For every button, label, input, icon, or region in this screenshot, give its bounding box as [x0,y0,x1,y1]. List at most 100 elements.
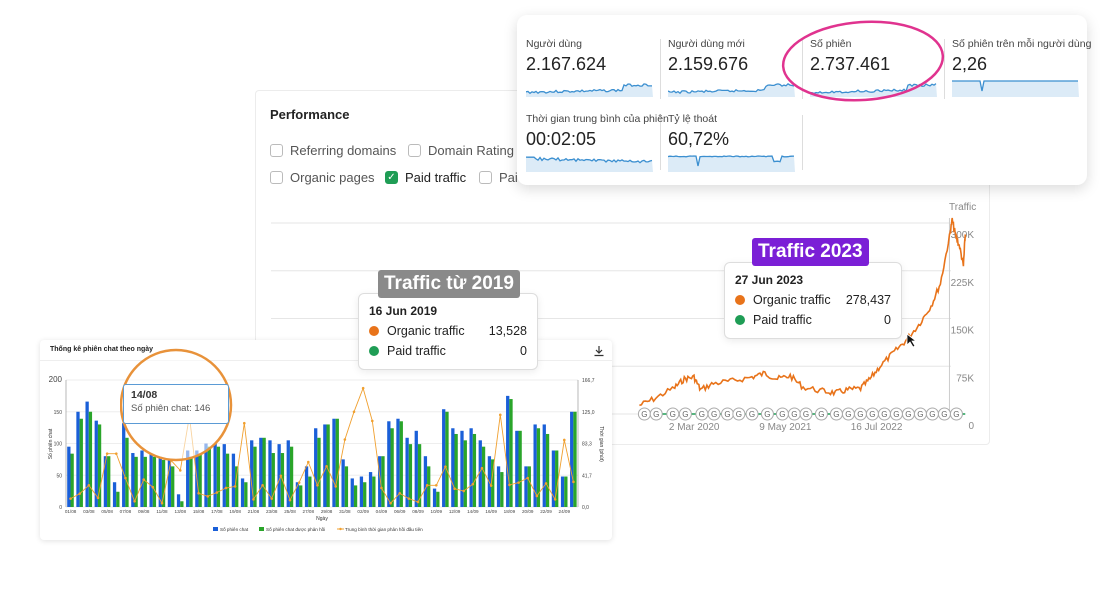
response-time-point [124,476,127,480]
response-time-point [96,496,100,500]
x-tick-label: 23/08 [266,509,278,514]
response-time-point [325,464,328,468]
marker-label: G [818,410,824,419]
checkbox-referring-domains[interactable]: Referring domains [270,143,396,158]
metric-value: 60,72% [668,129,730,149]
bar-chat-sessions [286,440,290,507]
divider [802,115,803,170]
bar-chat-sessions [140,450,144,507]
checkbox-box[interactable] [270,144,283,157]
x-tick-label: 05/08 [101,509,113,514]
bar-chat-sessions [524,466,528,507]
badge-traffic-2019: Traffic từ 2019 [378,270,520,298]
bar-chat-answered [317,437,321,507]
legend-item: Trung bình thời gian phản hồi đầu tiên [337,527,423,532]
response-time-point [233,485,237,488]
checkbox-label: Organic pages [290,170,375,185]
google-update-marker: G [666,407,680,421]
metric-users[interactable]: Người dùng 2.167.624 [526,38,661,97]
response-time-point [270,497,274,500]
metric-value: 00:02:05 [526,129,597,149]
y-tick-label: 75K [956,373,974,384]
marker-label: G [736,410,742,419]
metric-sessions-per-user[interactable]: Số phiên trên mỗi người dùng 2,26 [952,38,1092,97]
marker-label: G [845,410,851,419]
bar-chat-answered [97,424,102,507]
response-time-point [398,491,402,495]
metric-avg-session-duration[interactable]: Thời gian trung bình của phiên 00:02:05 [526,113,669,172]
checkbox-label: Referring domains [290,143,397,158]
bar-chat-sessions [213,443,217,507]
response-time-point [526,476,530,480]
sparkline [526,83,653,97]
marker-label: G [929,410,935,419]
metric-bounce-rate[interactable]: Tỷ lệ thoát 60,72% [668,113,803,172]
x-tick-label: 19/08 [229,509,241,514]
marker-circle [678,407,692,421]
x-tick-label: 04/09 [376,509,388,514]
bar-chat-sessions [396,418,400,507]
sparkline [668,155,795,172]
response-time-point [297,481,301,484]
bar-chat-answered [335,418,339,507]
checkbox-box[interactable] [270,171,283,184]
google-update-marker: G [901,407,915,421]
download-icon[interactable] [593,345,605,357]
marker-label: G [905,410,911,419]
bar-chat-sessions [515,430,519,507]
metric-new-users[interactable]: Người dùng mới 2.159.676 [668,38,803,97]
organic-value: 278,437 [845,293,891,307]
bar-chat-answered [363,482,367,507]
bar-chat-sessions [387,421,391,507]
bar-chat-answered [573,411,577,507]
y-tick-label: 150 [54,410,63,416]
check-icon[interactable]: ✓ [385,171,398,184]
bar-chat-sessions [158,456,162,507]
bar-chat-answered [180,501,184,507]
checkbox-paid-traffic[interactable]: ✓ Paid traffic [385,170,466,185]
divider [40,360,612,361]
y-tick-label: 225K [951,278,975,289]
paid-label: Paid traffic [387,344,446,358]
bar-chat-sessions [533,424,537,507]
tooltip-text: Số phiên chat: 146 [131,403,211,414]
sparkline-line [526,83,652,95]
bar-chat-answered [536,428,541,507]
marker-label: G [749,410,755,419]
sparkline-line [810,83,937,95]
checkbox-box[interactable] [408,144,421,157]
metric-label: Số phiên trên mỗi người dùng [952,38,1092,50]
response-time-point [242,421,246,425]
response-time-point [69,497,72,500]
checkbox-box[interactable] [479,171,492,184]
x-tick-label: 24/09 [559,509,571,514]
checkbox-paid-other[interactable]: Pai [479,170,518,185]
marker-label: G [869,410,875,419]
tooltip-date: 16 Jun 2019 [369,304,438,318]
response-time-point [160,501,164,505]
metric-sessions[interactable]: Số phiên 2.737.461 [810,38,945,97]
x-tick-label: 29/08 [321,509,333,514]
marker-label: G [881,410,887,419]
sparkline-area [668,83,795,97]
bar-chat-answered [491,459,495,507]
checkbox-label: Paid traffic [405,170,467,185]
bar-chat-answered [408,444,413,507]
paid-value: 0 [520,344,527,358]
sparkline [526,156,653,172]
bar-chat-sessions [131,453,135,507]
checkbox-domain-rating[interactable]: Domain Rating [408,143,514,158]
google-update-marker: G [649,407,663,421]
bar-chat-answered [481,446,486,507]
paid-dot-icon [369,346,379,356]
divider [944,39,945,99]
checkbox-organic-pages[interactable]: Organic pages [270,170,375,185]
response-time-point [288,498,292,502]
bar-chat-sessions [542,424,546,507]
response-time-point [343,438,347,441]
x-axis-label: Ngày [316,516,328,522]
bar-chat-sessions [268,440,272,507]
legend-label: Trung bình thời gian phản hồi đầu tiên [345,527,423,532]
google-update-marker: G [829,407,843,421]
bar-chat-answered [555,450,559,507]
